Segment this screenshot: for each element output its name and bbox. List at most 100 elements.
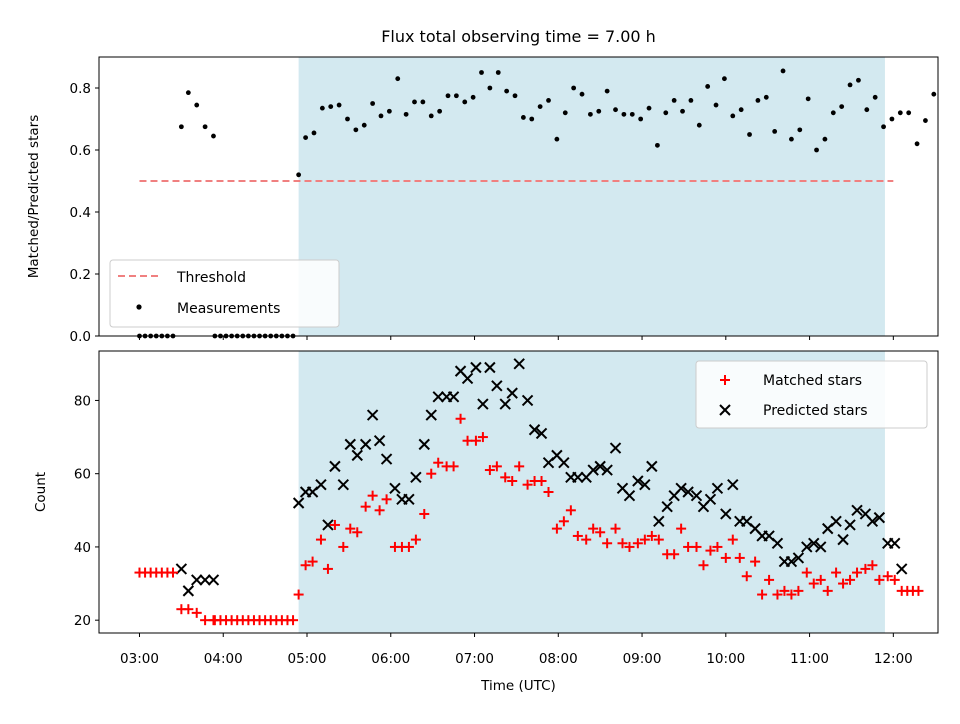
predicted-star-point — [661, 500, 673, 513]
measurement-point — [856, 77, 861, 83]
matched-star-point — [624, 541, 635, 552]
time-x-tick-label: 05:00 — [288, 651, 327, 667]
legend-predicted-label: Predicted stars — [763, 403, 868, 419]
matched-star-point — [183, 604, 194, 615]
measurement-point — [822, 136, 828, 142]
measurement-point — [671, 98, 677, 103]
ratio-y-tick-label: 0.4 — [70, 205, 91, 221]
matched-star-point — [838, 578, 849, 589]
matched-star-point — [646, 530, 657, 541]
measurement-point — [763, 94, 769, 100]
matched-star-point — [822, 585, 833, 596]
ratio-legend: Threshold Measurements — [109, 259, 340, 328]
matched-star-point — [345, 523, 356, 534]
measurement-point — [755, 98, 761, 103]
measurement-point — [571, 85, 577, 91]
legend-matched-label: Matched stars — [763, 373, 862, 389]
measurement-point — [914, 141, 920, 147]
predicted-star-point — [499, 398, 511, 410]
predicted-star-point — [337, 478, 350, 491]
matched-stars-points — [134, 413, 924, 626]
measurement-point — [789, 136, 794, 142]
predicted-star-point — [418, 438, 430, 451]
ratio-y-ticks: 0.0 0.2 0.4 0.6 0.8 — [70, 81, 894, 345]
measurement-point — [872, 94, 878, 100]
predicted-star-point — [380, 453, 393, 465]
matched-star-point — [565, 505, 576, 516]
matched-star-point — [602, 538, 613, 549]
predicted-star-point — [432, 391, 444, 403]
measurement-point — [428, 113, 434, 119]
predicted-star-point — [322, 519, 334, 531]
matched-star-point — [617, 538, 628, 549]
ratio-y-tick-label: 0.6 — [70, 143, 91, 159]
measurement-point — [881, 124, 886, 130]
matched-star-point — [772, 589, 783, 600]
time-x-tick-label: 08:00 — [539, 651, 578, 667]
matched-star-point — [705, 545, 716, 556]
predicted-star-point — [484, 361, 496, 374]
measurement-point — [537, 104, 543, 109]
count-y-tick-label: 20 — [74, 613, 91, 629]
predicted-star-point — [727, 478, 739, 491]
legend-predicted-swatch — [719, 404, 731, 416]
predicted-star-point — [844, 519, 856, 531]
matched-star-point — [448, 461, 459, 472]
matched-star-point — [293, 589, 304, 600]
matched-star-point — [669, 549, 680, 560]
count-y-ticks: 20 40 60 80 — [74, 393, 99, 629]
measurement-point — [663, 110, 669, 116]
measurement-point — [211, 133, 216, 139]
predicted-star-point — [609, 442, 622, 454]
predicted-star-point — [682, 486, 694, 498]
matched-star-point — [691, 541, 702, 552]
x-axis-label: Time (UTC) — [480, 678, 556, 694]
predicted-star-point — [785, 555, 798, 568]
matched-star-point — [360, 501, 371, 512]
measurement-point — [378, 113, 384, 119]
predicted-star-point — [704, 493, 717, 506]
measurement-point — [897, 110, 903, 116]
matched-star-point — [595, 527, 606, 538]
time-x-tick-label: 03:00 — [120, 651, 159, 667]
measurement-point — [345, 116, 350, 122]
matched-star-point — [522, 479, 533, 490]
matched-star-point — [374, 505, 385, 516]
predicted-star-point — [808, 537, 820, 549]
predicted-star-point — [587, 464, 599, 476]
time-x-tick-label: 09:00 — [623, 651, 662, 667]
measurement-point — [596, 108, 602, 114]
matched-star-point — [536, 476, 547, 487]
chart-title: Flux total observing time = 7.00 h — [381, 27, 656, 46]
matched-star-point — [470, 435, 481, 446]
measurement-point — [847, 82, 853, 88]
matched-star-point — [167, 567, 178, 578]
measurement-point — [403, 111, 409, 117]
matched-star-point — [676, 523, 687, 534]
time-x-tick-label: 12:00 — [874, 651, 913, 667]
matched-star-point — [639, 534, 650, 545]
predicted-star-point — [329, 460, 341, 473]
measurement-point — [889, 116, 895, 122]
matched-star-point — [779, 585, 790, 596]
matched-star-point — [741, 571, 752, 582]
time-x-tick-label: 10:00 — [706, 651, 745, 667]
predicted-star-point — [601, 464, 613, 476]
predicted-star-point — [344, 438, 356, 451]
measurement-point — [437, 108, 443, 114]
measurements-points — [137, 68, 937, 339]
ratio-y-axis-label: Matched/Predicted stars — [26, 115, 42, 278]
matched-star-point — [874, 574, 885, 585]
ratio-observing-window — [298, 57, 885, 336]
measurement-point — [520, 115, 526, 120]
measurement-point — [772, 129, 778, 134]
predicted-star-point — [830, 515, 842, 528]
predicted-star-point — [639, 478, 651, 491]
count-y-tick-label: 40 — [74, 540, 91, 556]
matched-star-point — [712, 541, 723, 552]
measurement-point — [604, 88, 610, 94]
measurement-point — [445, 93, 451, 99]
measurement-point — [629, 111, 635, 117]
matched-star-point — [307, 556, 318, 567]
